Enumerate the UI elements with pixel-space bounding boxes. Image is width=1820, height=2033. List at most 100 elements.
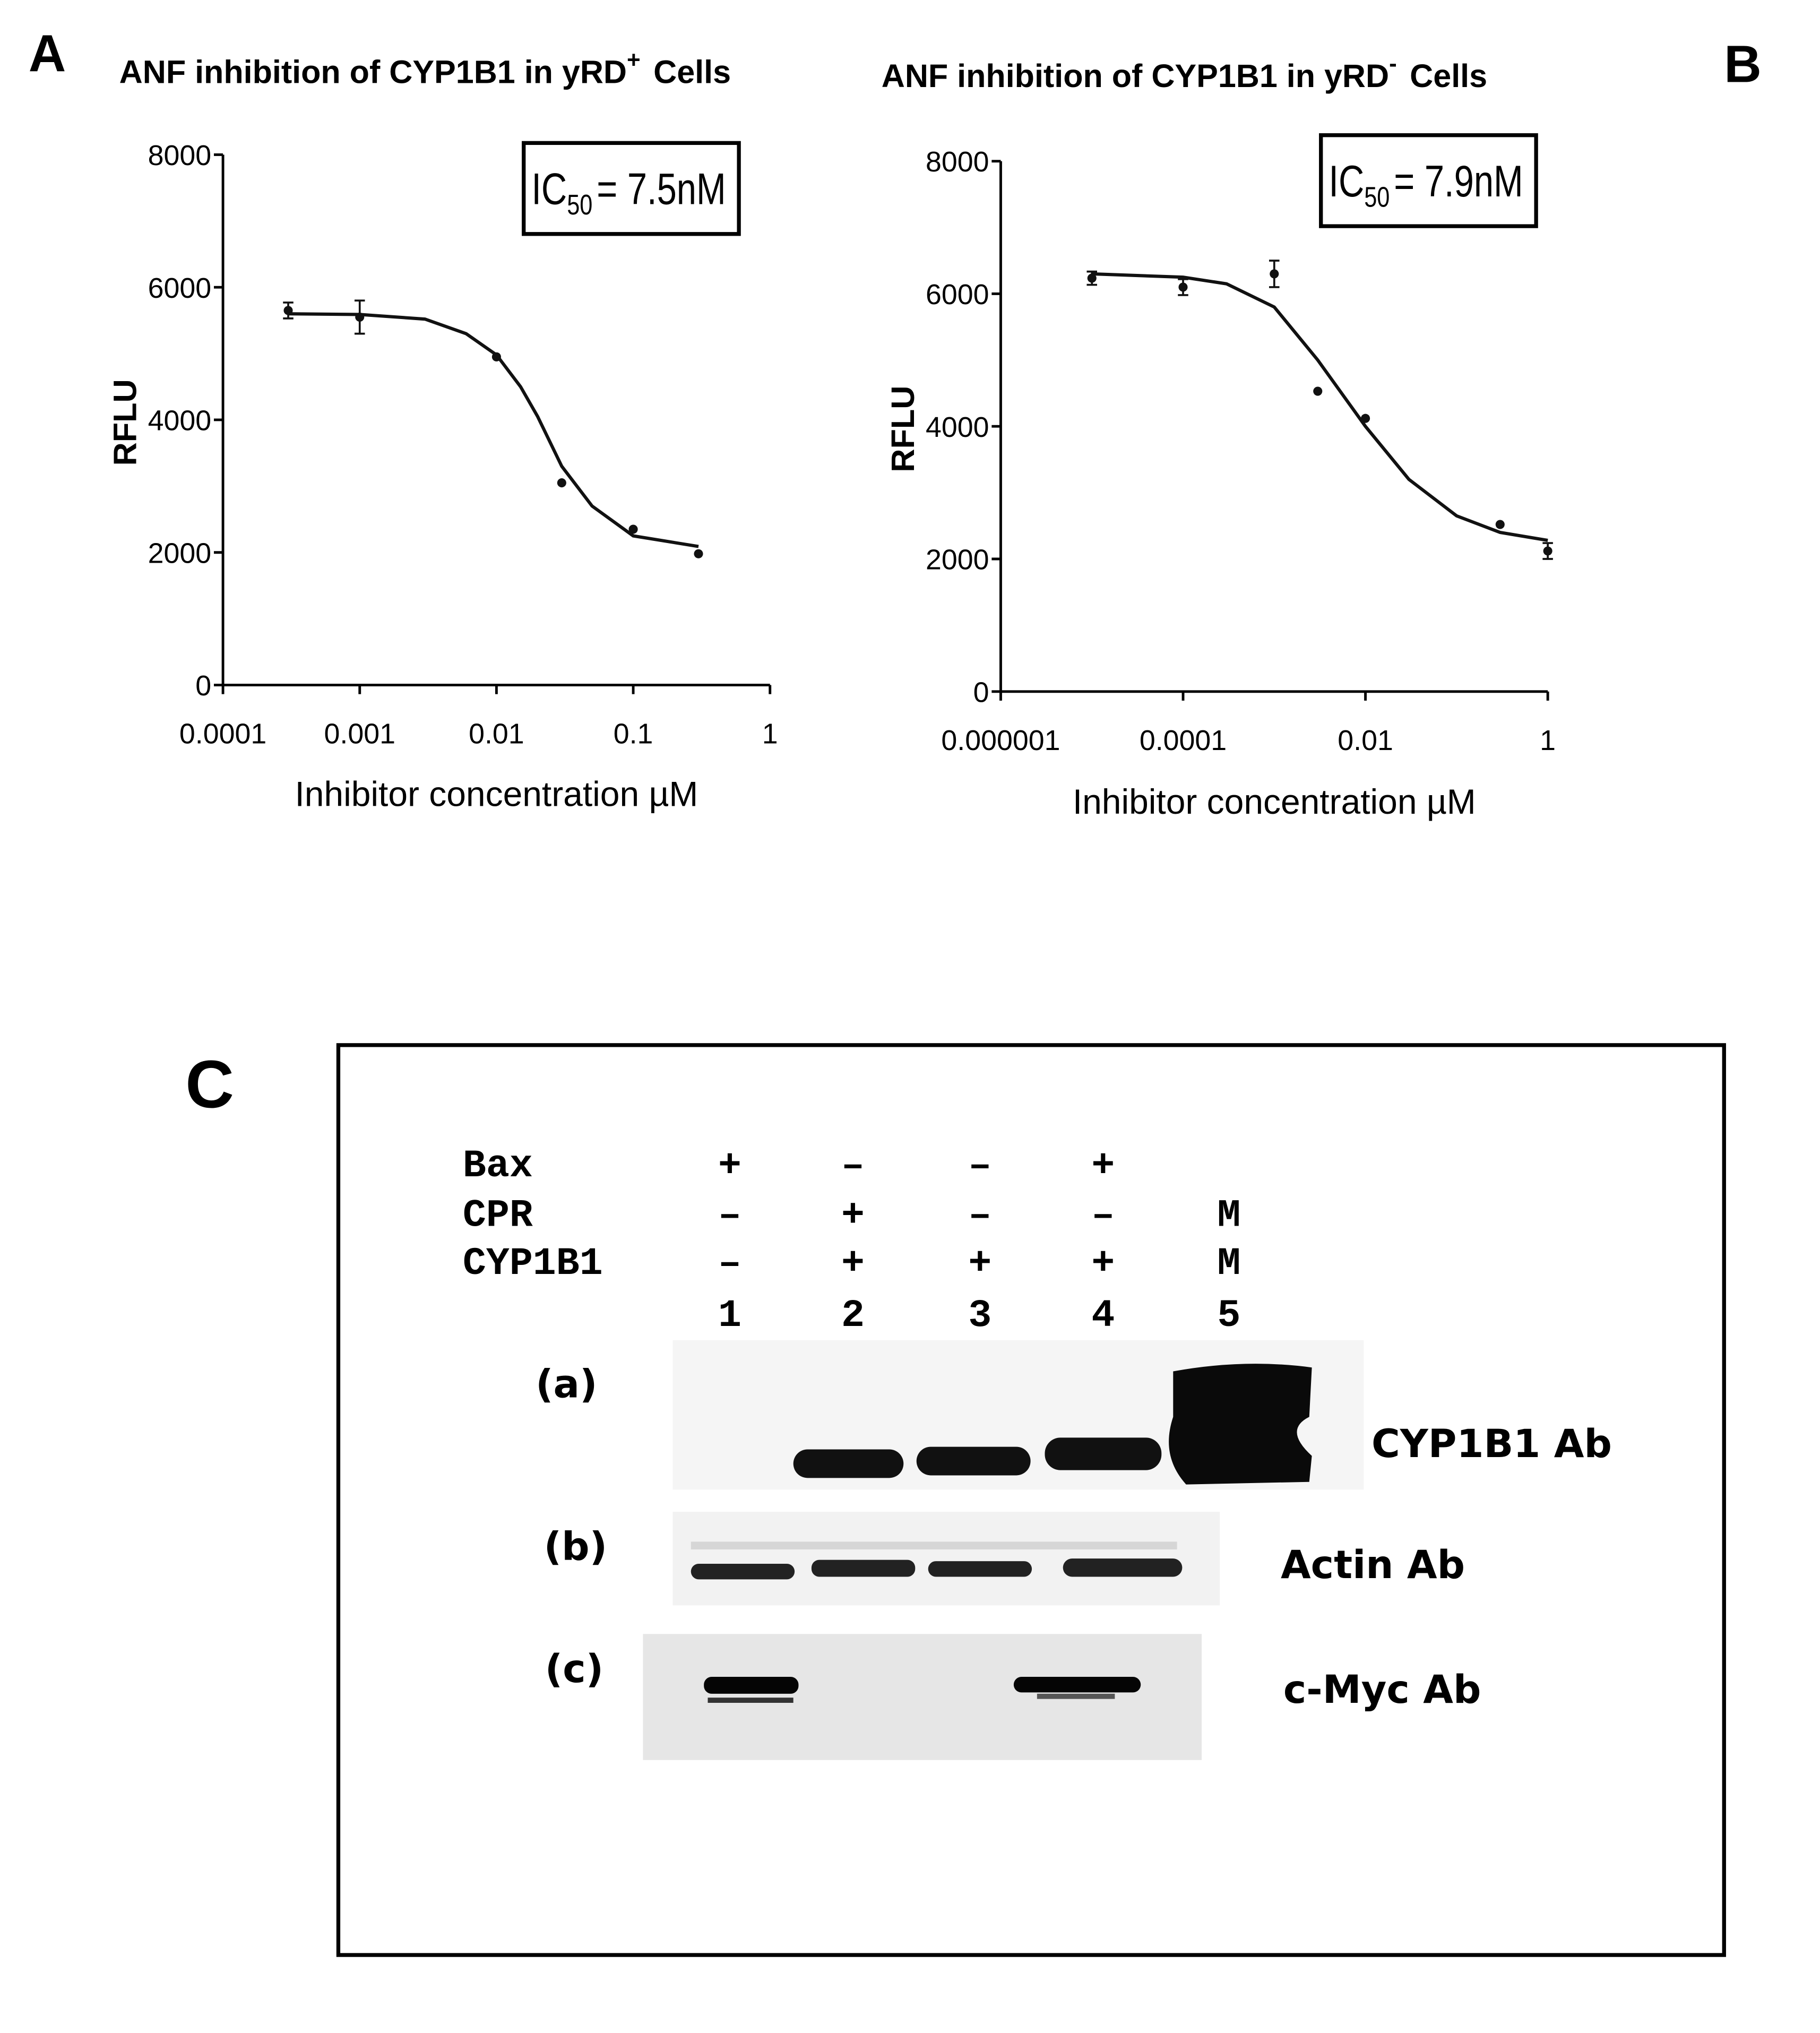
- lane-number: 5: [1217, 1294, 1240, 1338]
- lane-number: 2: [841, 1294, 865, 1338]
- lane-number: 4: [1091, 1294, 1115, 1338]
- title-text: ANF inhibition of CYP1B1 in yRD: [882, 58, 1389, 94]
- lane-sign: –: [968, 1144, 991, 1188]
- row-label: CPR: [463, 1194, 533, 1238]
- lane-sign: M: [1217, 1242, 1240, 1286]
- title-text: ANF inhibition of CYP1B1 in yRD: [119, 54, 627, 90]
- x-axis-label: Inhibitor concentration µM: [295, 774, 698, 813]
- data-point: [628, 524, 638, 534]
- y-tick-label: 6000: [926, 279, 989, 311]
- data-point: [1178, 282, 1188, 292]
- annotation-box: [1319, 133, 1538, 228]
- lane-sign: –: [841, 1144, 865, 1188]
- data-point: [1087, 273, 1097, 283]
- annotation-sub: 50: [567, 189, 592, 221]
- x-tick-label: 1: [1540, 725, 1556, 756]
- data-point: [557, 478, 566, 488]
- y-tick-label: 8000: [926, 146, 989, 178]
- panel-letter: C: [185, 1046, 234, 1122]
- lane-sign: +: [968, 1242, 991, 1286]
- blot-image: [672, 1512, 1220, 1606]
- blot-tag: (c): [545, 1647, 603, 1692]
- band: [1013, 1677, 1141, 1693]
- lane-sign: +: [841, 1242, 865, 1286]
- blot-tag: (a): [536, 1362, 597, 1407]
- lane-sign: –: [968, 1194, 991, 1238]
- y-tick-label: 2000: [926, 544, 989, 576]
- antibody-label: CYP1B1 Ab: [1372, 1422, 1612, 1467]
- title-text: Cells: [1410, 58, 1487, 94]
- data-point: [1495, 520, 1505, 529]
- band: [691, 1563, 795, 1580]
- x-axis-label: Inhibitor concentration µM: [1073, 782, 1476, 821]
- panel-letter: A: [29, 24, 66, 83]
- band: [928, 1561, 1032, 1577]
- annotation: IC50= 7.5nM: [531, 164, 726, 221]
- annotation-text: = 7.5nM: [597, 164, 726, 213]
- lane-sign: +: [841, 1194, 865, 1238]
- y-tick-label: 6000: [148, 272, 212, 304]
- title-sup: -: [1389, 51, 1397, 77]
- lane-number: 1: [718, 1294, 741, 1338]
- lane-sign: +: [1091, 1144, 1115, 1188]
- blot-tag: (b): [544, 1524, 607, 1570]
- band: [708, 1698, 793, 1703]
- band: [811, 1560, 916, 1577]
- annotation-sub: 50: [1364, 181, 1390, 213]
- y-tick-label: 0: [973, 676, 989, 708]
- band: [916, 1446, 1031, 1476]
- blot-image: [643, 1634, 1202, 1760]
- lane-sign: –: [1091, 1194, 1115, 1238]
- annotation-text: IC: [1329, 157, 1364, 206]
- title-text: Cells: [653, 54, 731, 90]
- antibody-label: c-Myc Ab: [1283, 1667, 1481, 1712]
- x-tick-label: 0.1: [614, 718, 653, 750]
- data-point: [1543, 546, 1552, 556]
- fit-curve: [288, 312, 699, 548]
- y-tick-label: 2000: [148, 537, 212, 569]
- annotation-text: IC: [531, 164, 567, 213]
- x-tick-label: 0.0001: [179, 718, 266, 750]
- x-tick-label: 0.001: [324, 718, 395, 750]
- data-point: [1313, 386, 1323, 396]
- y-tick-label: 8000: [148, 140, 212, 171]
- y-tick-label: 0: [195, 670, 211, 702]
- band: [793, 1449, 904, 1478]
- x-tick-label: 0.0001: [1140, 725, 1227, 756]
- x-tick-label: 0.01: [469, 718, 524, 750]
- lane-sign: +: [718, 1144, 741, 1188]
- annotation-box: [522, 141, 741, 236]
- row-label: Bax: [463, 1144, 533, 1188]
- panel-frame: [336, 1043, 1726, 1957]
- lane-sign: –: [718, 1242, 741, 1286]
- band: [1037, 1693, 1115, 1699]
- x-tick-label: 1: [762, 718, 778, 750]
- annotation: IC50= 7.9nM: [1329, 157, 1523, 213]
- lane-sign: +: [1091, 1242, 1115, 1286]
- data-point: [694, 549, 703, 558]
- lane-sign: –: [718, 1194, 741, 1238]
- band: [1045, 1437, 1162, 1470]
- panel-letter: B: [1724, 35, 1762, 93]
- y-tick-label: 4000: [926, 411, 989, 443]
- chart-title: ANF inhibition of CYP1B1 in yRD- Cells: [882, 51, 1487, 94]
- y-axis-label: RFLU: [107, 379, 143, 466]
- fit-curve: [1092, 272, 1548, 542]
- chart-title: ANF inhibition of CYP1B1 in yRD+ Cells: [119, 47, 731, 90]
- annotation-text: = 7.9nM: [1394, 157, 1523, 206]
- y-tick-label: 4000: [148, 405, 212, 437]
- lane-sign: M: [1217, 1194, 1240, 1238]
- band: [704, 1677, 799, 1694]
- x-tick-label: 0.01: [1338, 725, 1393, 756]
- title-sup: +: [627, 47, 641, 73]
- marker-band: [1169, 1364, 1312, 1485]
- band: [1063, 1558, 1183, 1577]
- lane-number: 3: [968, 1294, 991, 1338]
- row-label: CYP1B1: [463, 1242, 603, 1286]
- data-point: [1270, 269, 1279, 279]
- antibody-label: Actin Ab: [1281, 1543, 1465, 1588]
- x-tick-label: 0.000001: [941, 725, 1060, 756]
